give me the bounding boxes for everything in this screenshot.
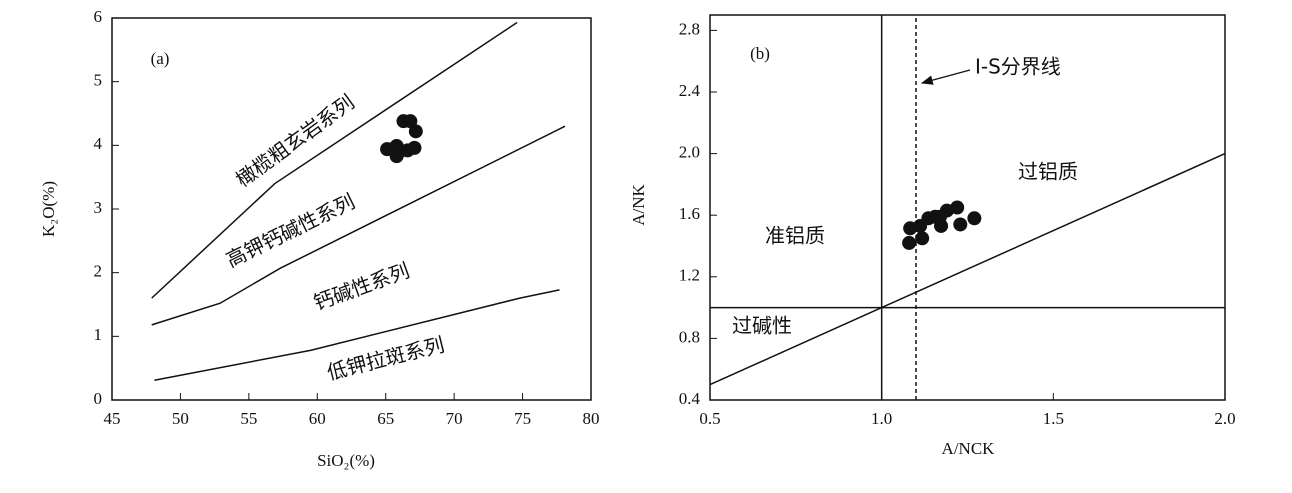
y-axis-label: K₂O(%) [39, 181, 58, 237]
region-label: 过铝质 [1018, 160, 1078, 184]
data-point [915, 231, 930, 246]
x-axis-label: A/NCK [942, 439, 996, 458]
data-point [967, 211, 982, 226]
boundary-line [154, 289, 560, 381]
x-axis-label: SiO₂(%) [317, 451, 375, 470]
y-tick-label: 4 [94, 134, 103, 153]
x-tick-label: 70 [446, 409, 463, 428]
y-tick-label: 2.0 [679, 143, 700, 162]
panel-label: (a) [151, 49, 170, 68]
y-tick-label: 5 [94, 71, 103, 90]
x-tick-label: 50 [172, 409, 189, 428]
y-tick-label: 1 [94, 325, 103, 344]
x-tick-label: 0.5 [699, 409, 720, 428]
boundary-line [151, 125, 566, 326]
y-tick-label: 2 [94, 262, 103, 281]
data-point [950, 200, 965, 215]
x-tick-label: 1.0 [871, 409, 892, 428]
y-tick-label: 2.4 [679, 81, 701, 100]
y-tick-label: 1.6 [679, 204, 700, 223]
region-label: 高钾钙碱性系列 [222, 189, 358, 272]
data-point [408, 124, 423, 139]
x-tick-label: 45 [104, 409, 121, 428]
y-tick-label: 2.8 [679, 19, 700, 38]
y-tick-label: 0.8 [679, 327, 700, 346]
boundary-line [709, 152, 1226, 386]
plot-frame [709, 14, 1226, 401]
x-tick-label: 75 [514, 409, 531, 428]
region-label: I-S分界线 [975, 55, 1061, 79]
data-point [933, 209, 948, 224]
x-tick-label: 65 [377, 409, 394, 428]
x-tick-label: 2.0 [1214, 409, 1235, 428]
annotation-arrow [920, 69, 971, 85]
data-point [407, 140, 422, 155]
y-tick-label: 0.4 [679, 389, 701, 408]
y-tick-label: 1.2 [679, 266, 700, 285]
x-tick-label: 80 [583, 409, 600, 428]
region-label: 过碱性 [732, 314, 792, 338]
region-label: 准铝质 [765, 224, 825, 248]
y-tick-label: 0 [94, 389, 103, 408]
boundary-line [151, 21, 518, 299]
y-axis-label: A/NK [629, 184, 648, 226]
x-tick-label: 55 [240, 409, 257, 428]
region-label: 低钾拉斑系列 [325, 332, 447, 384]
x-tick-label: 1.5 [1043, 409, 1064, 428]
data-point [953, 217, 968, 232]
data-point [902, 235, 917, 250]
y-tick-label: 6 [94, 7, 103, 26]
x-tick-label: 60 [309, 409, 326, 428]
y-tick-label: 3 [94, 198, 103, 217]
data-point [386, 141, 401, 156]
panel-label: (b) [750, 44, 770, 63]
region-label: 钙碱性系列 [310, 258, 412, 315]
